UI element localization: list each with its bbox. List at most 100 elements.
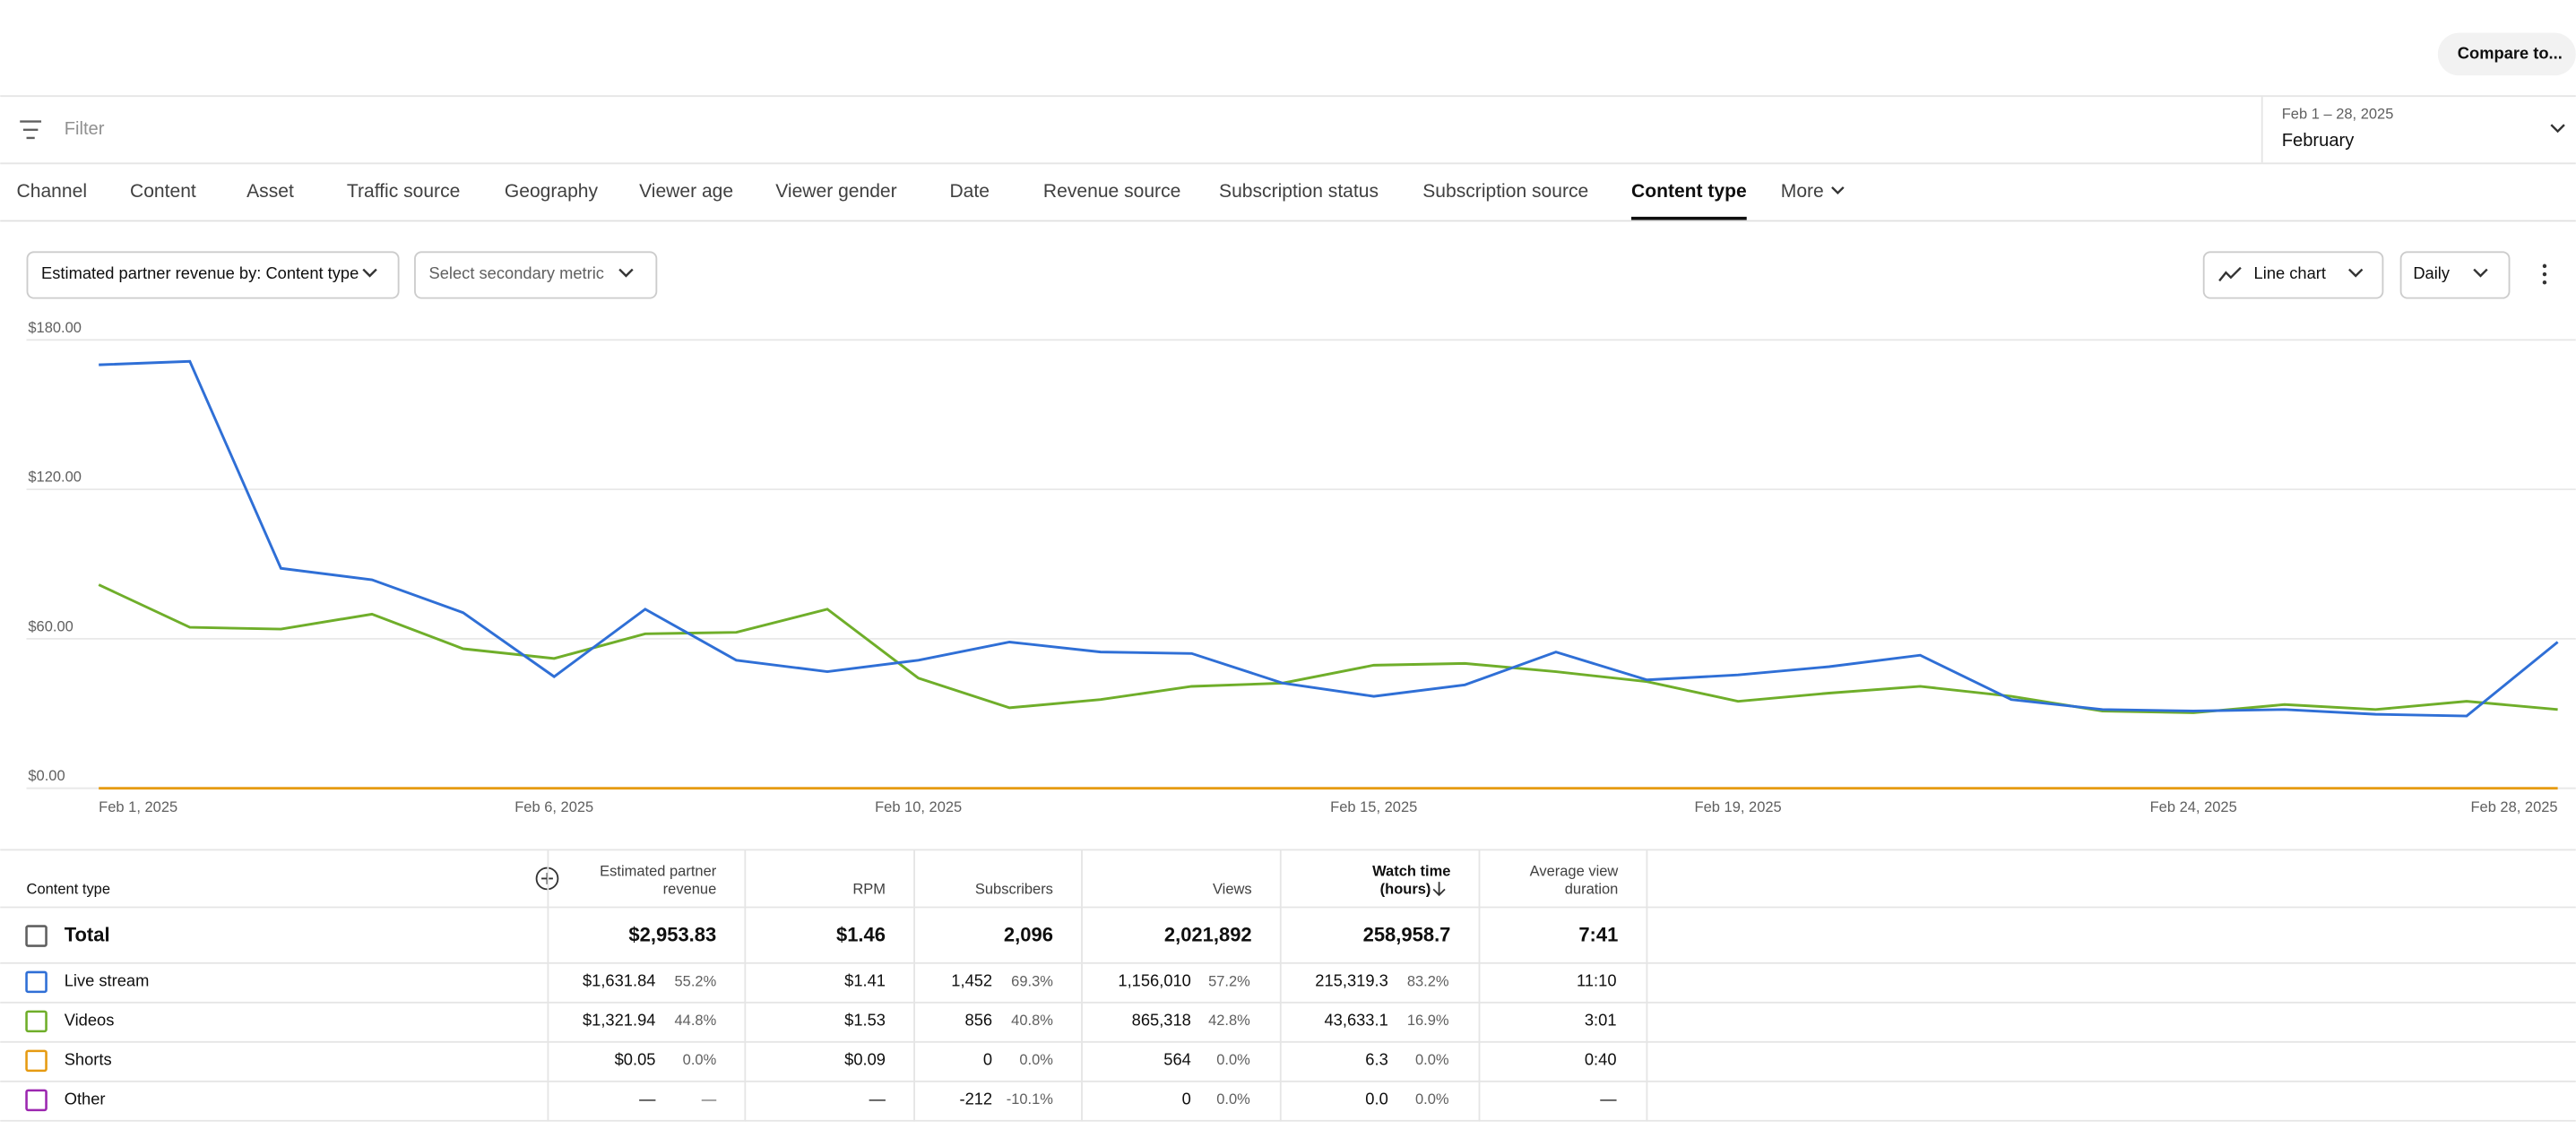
column-header: Content type bbox=[27, 882, 110, 898]
cell-value: 0:40 bbox=[1585, 1050, 1617, 1069]
series-line bbox=[99, 359, 2559, 718]
cell-percent: 0.0% bbox=[1216, 1052, 1250, 1068]
cell-value: — bbox=[869, 1090, 886, 1108]
chart-type-dropdown[interactable] bbox=[2202, 251, 2384, 299]
tabs: Channel Content Asset Traffic source Geograp… bbox=[17, 181, 1845, 220]
y-tick-label: $60.00 bbox=[28, 618, 73, 634]
cell-value: — bbox=[1600, 1090, 1617, 1108]
date-period[interactable]: February bbox=[2282, 131, 2356, 151]
row-checkbox[interactable] bbox=[25, 1010, 48, 1033]
tab[interactable]: Subscription status bbox=[1219, 181, 1379, 202]
row-label: Videos bbox=[65, 1011, 115, 1030]
interval-dropdown[interactable] bbox=[2399, 251, 2511, 299]
cell-percent: 40.8% bbox=[1011, 1013, 1053, 1029]
x-tick-label: Feb 1, 2025 bbox=[99, 799, 177, 815]
metric-dropdown[interactable] bbox=[26, 251, 400, 299]
cell-percent: 16.9% bbox=[1407, 1013, 1449, 1029]
column-header: revenue bbox=[663, 882, 717, 898]
tab[interactable]: Viewer gender bbox=[775, 181, 896, 202]
cell-value: 3:01 bbox=[1585, 1011, 1617, 1030]
cell-value: 2,021,892 bbox=[1164, 923, 1252, 945]
series-line bbox=[98, 583, 2558, 714]
column-header: Average view bbox=[1530, 863, 1619, 879]
cell-value: 2,096 bbox=[1004, 923, 1053, 945]
table: Content type Estimated partner revenue RPM S… bbox=[0, 849, 2576, 1122]
cell-value: $0.05 bbox=[615, 1050, 656, 1069]
filter-input[interactable]: Filter bbox=[65, 119, 105, 139]
cell-value: $1.46 bbox=[836, 923, 886, 945]
cell-value: — bbox=[639, 1090, 656, 1108]
x-tick-label: Feb 10, 2025 bbox=[875, 799, 962, 815]
tab[interactable]: Content type bbox=[1631, 181, 1747, 202]
tab[interactable]: Viewer age bbox=[639, 181, 733, 202]
secondary-dropdown[interactable] bbox=[414, 251, 658, 299]
sort-arrow bbox=[1432, 882, 1446, 897]
tab[interactable]: Subscription source bbox=[1422, 181, 1588, 202]
row-checkbox[interactable] bbox=[25, 925, 48, 947]
column-header: Views bbox=[1213, 882, 1252, 898]
cell-percent: 0.0% bbox=[1415, 1052, 1449, 1068]
cell-percent: 0.0% bbox=[683, 1052, 717, 1068]
chevron bbox=[362, 268, 377, 278]
tab[interactable]: Content bbox=[130, 181, 196, 202]
date-range: Feb 1 – 28, 2025 bbox=[2282, 107, 2394, 123]
cell-percent: 0.0% bbox=[1019, 1052, 1053, 1068]
cell-percent: 83.2% bbox=[1407, 973, 1449, 989]
cell-value: 564 bbox=[1163, 1050, 1191, 1069]
cell-value: 865,318 bbox=[1132, 1011, 1191, 1030]
cell-value: 1,452 bbox=[951, 971, 992, 990]
cell-percent: 0.0% bbox=[1216, 1091, 1250, 1108]
column-header: duration bbox=[1565, 882, 1619, 898]
compare-button[interactable] bbox=[2437, 32, 2576, 76]
cell-percent: — bbox=[702, 1091, 717, 1108]
more-menu[interactable] bbox=[2542, 263, 2547, 285]
tab[interactable]: Traffic source bbox=[347, 181, 460, 202]
x-tick-label: Feb 19, 2025 bbox=[1695, 799, 1782, 815]
column-header: RPM bbox=[852, 882, 886, 898]
x-tick-label: Feb 28, 2025 bbox=[2470, 799, 2557, 815]
cell-value: 6.3 bbox=[1365, 1050, 1387, 1069]
tab[interactable]: Date bbox=[949, 181, 990, 202]
row-checkbox[interactable] bbox=[25, 970, 48, 994]
tab[interactable]: Channel bbox=[17, 181, 87, 202]
column-header: Subscribers bbox=[975, 882, 1053, 898]
chart-type-label: Line chart bbox=[2254, 263, 2326, 282]
cell-value: $0.09 bbox=[844, 1050, 886, 1069]
cell-percent: 44.8% bbox=[675, 1013, 717, 1029]
row-label: Shorts bbox=[65, 1050, 112, 1069]
row-label: Total bbox=[65, 923, 110, 945]
tab[interactable]: Asset bbox=[246, 181, 294, 202]
row-label: Live stream bbox=[65, 971, 150, 990]
compare-label: Compare to... bbox=[2458, 43, 2563, 62]
cell-value: -212 bbox=[959, 1090, 992, 1108]
line-icon bbox=[2218, 266, 2242, 282]
tab[interactable]: Geography bbox=[505, 181, 599, 202]
cell-value: 7:41 bbox=[1578, 923, 1618, 945]
row-checkbox[interactable] bbox=[25, 1049, 48, 1073]
y-tick-label: $0.00 bbox=[28, 768, 65, 784]
x-tick-label: Feb 15, 2025 bbox=[1330, 799, 1417, 815]
row-label: Other bbox=[65, 1090, 106, 1108]
cell-value: 11:10 bbox=[1577, 971, 1616, 990]
cell-percent: 0.0% bbox=[1415, 1091, 1449, 1108]
cell-value: $1,321.94 bbox=[583, 1011, 655, 1030]
tab[interactable]: Revenue source bbox=[1043, 181, 1180, 202]
cell-value: 215,319.3 bbox=[1315, 971, 1387, 990]
cell-value: 43,633.1 bbox=[1324, 1011, 1387, 1030]
column-header[interactable]: (hours) bbox=[1380, 882, 1431, 898]
chevron[interactable] bbox=[2550, 124, 2565, 134]
cell-percent: 42.8% bbox=[1208, 1013, 1250, 1029]
tab[interactable]: More bbox=[1781, 181, 1824, 202]
chevron bbox=[1831, 186, 1845, 195]
x-tick-label: Feb 6, 2025 bbox=[514, 799, 593, 815]
cell-value: 0.0 bbox=[1365, 1090, 1387, 1108]
column-header[interactable]: Watch time bbox=[1372, 863, 1450, 879]
cell-value: 258,958.7 bbox=[1363, 923, 1451, 945]
row-checkbox[interactable] bbox=[25, 1089, 48, 1112]
tab-underline bbox=[1631, 216, 1747, 220]
metric-label: Estimated partner revenue by: Content ty… bbox=[41, 263, 359, 282]
y-tick-label: $120.00 bbox=[28, 470, 82, 486]
chevron bbox=[2348, 268, 2364, 278]
